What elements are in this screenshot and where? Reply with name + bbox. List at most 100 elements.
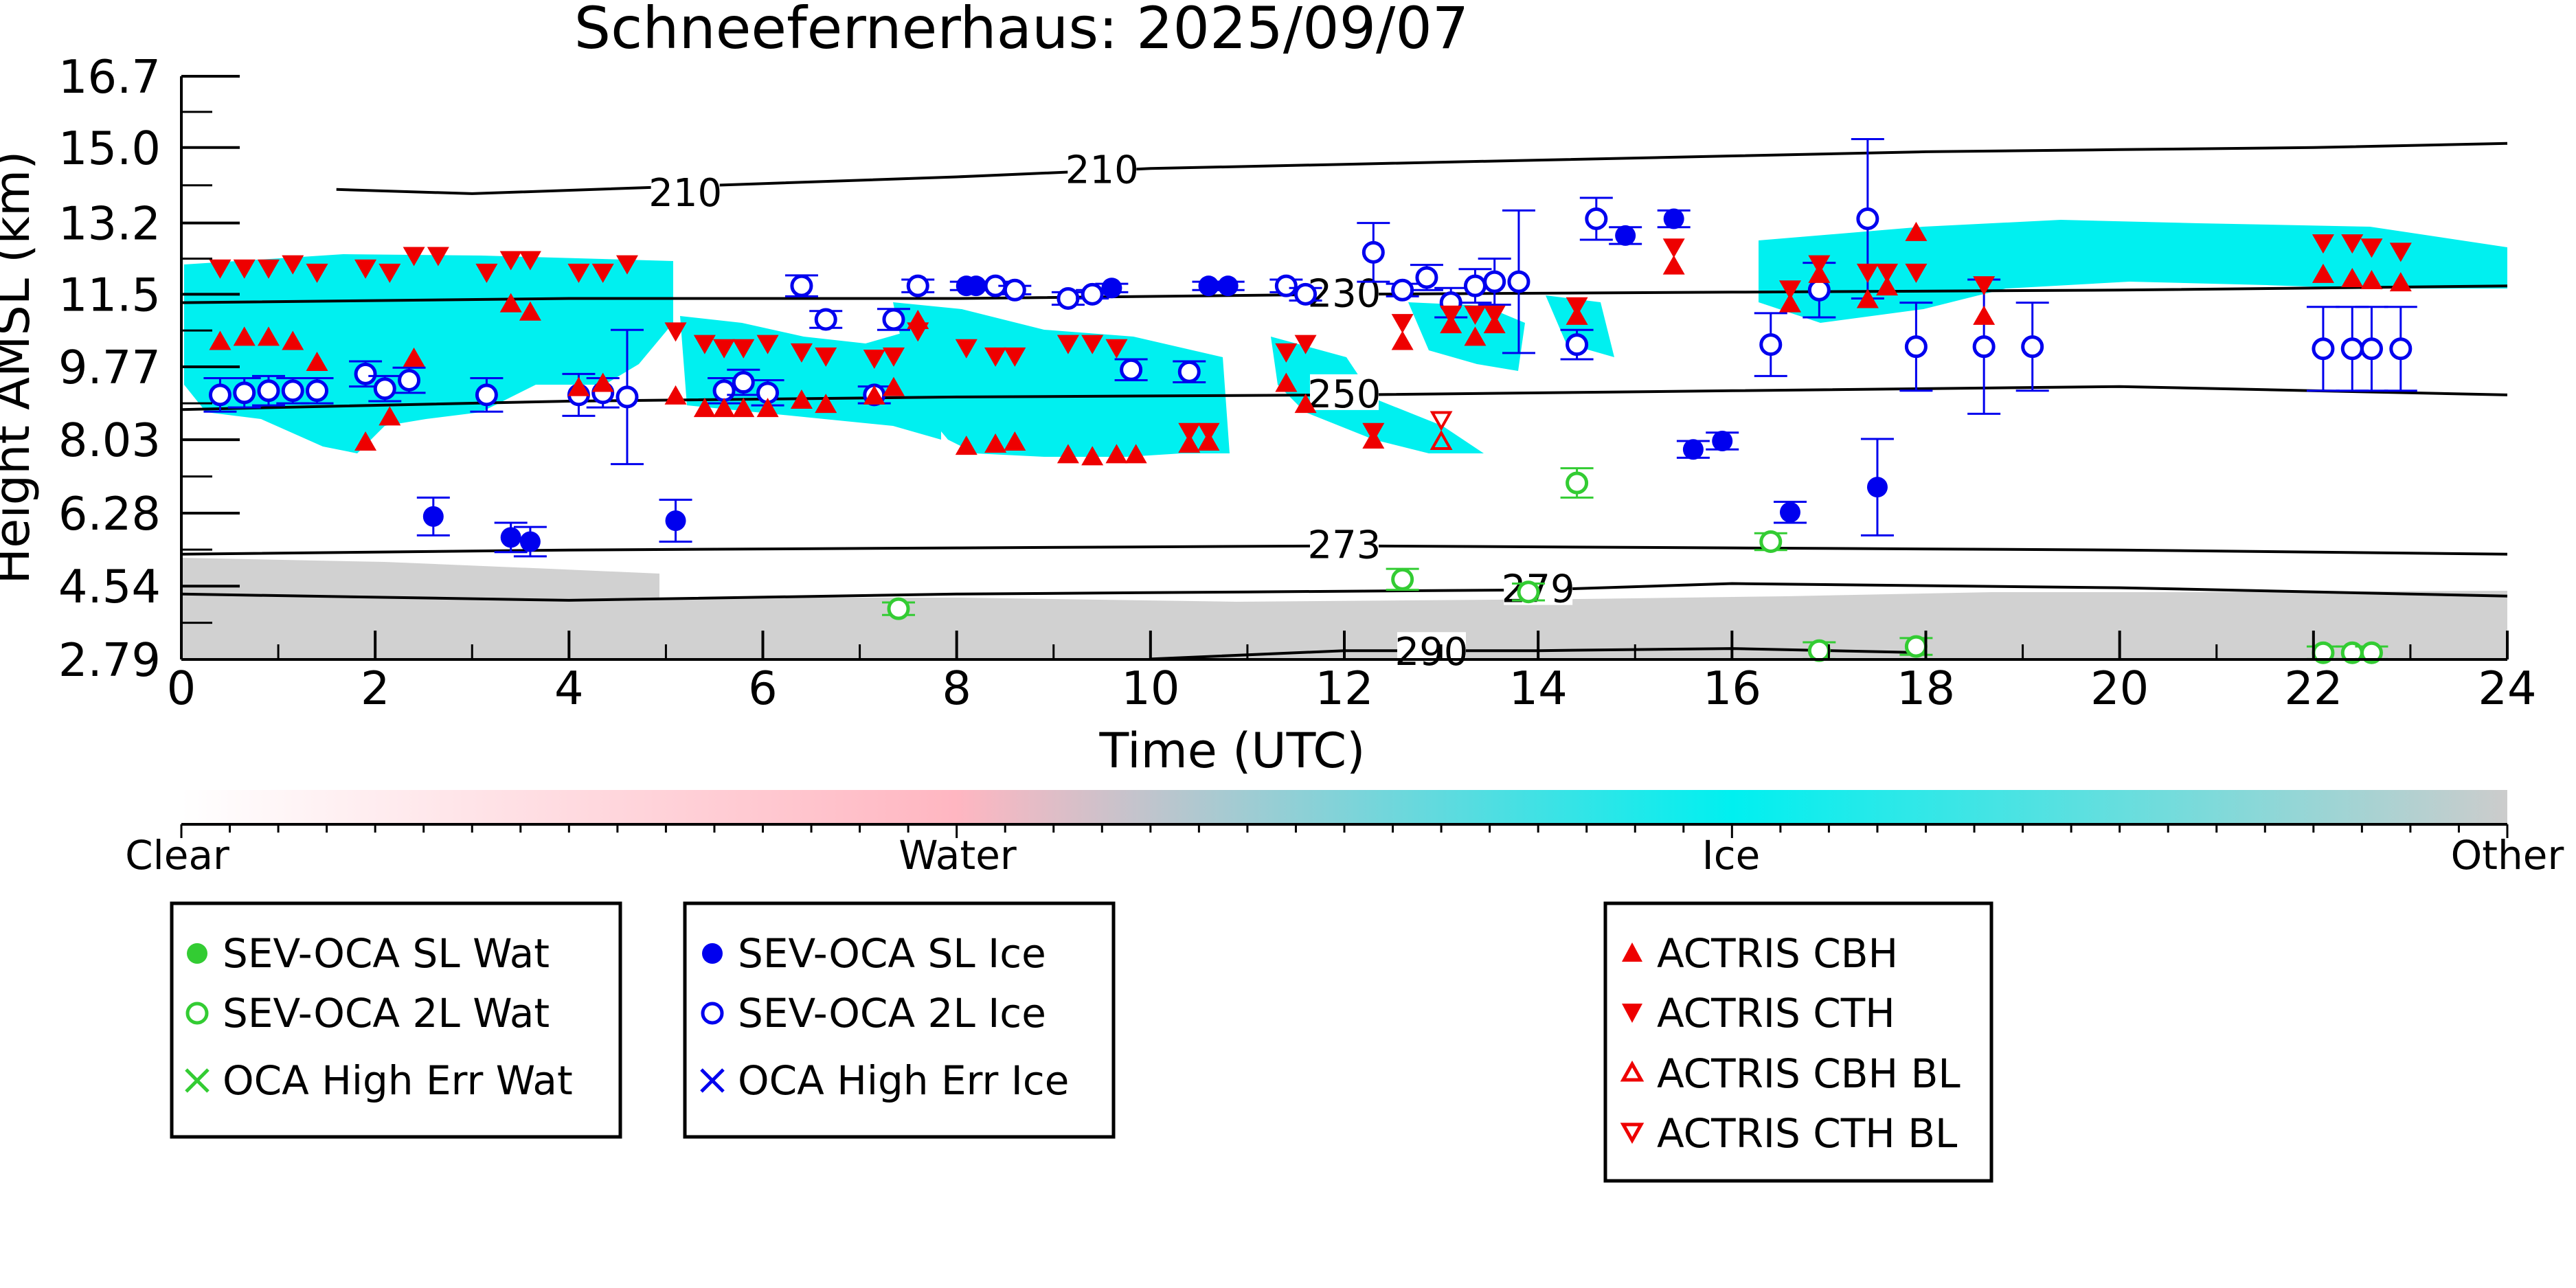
- legend-marker-cth: [1622, 1004, 1642, 1023]
- data-point: [306, 379, 329, 403]
- data-point: [1904, 335, 1928, 359]
- data-point: [499, 251, 522, 271]
- data-markers: [203, 138, 2417, 664]
- data-point: [1778, 293, 1801, 313]
- ice-cloud-region-4: [1271, 337, 1484, 453]
- data-point: [475, 263, 498, 283]
- data-point: [1105, 339, 1128, 359]
- data-point: [1294, 335, 1317, 354]
- data-point: [567, 263, 590, 283]
- legend-label: ACTRIS CBH: [1657, 930, 1898, 977]
- data-point: [1464, 305, 1487, 325]
- data-point: [1430, 429, 1453, 451]
- legend-label: ACTRIS CTH BL: [1657, 1110, 1957, 1157]
- x-tick-label: 16: [1703, 662, 1761, 715]
- data-point: [815, 394, 837, 414]
- x-tick-label: 18: [1897, 662, 1955, 715]
- data-point: [1391, 278, 1414, 302]
- ice-cloud-region-3: [893, 302, 1230, 457]
- x-tick-label: 10: [1121, 662, 1179, 715]
- data-point: [965, 275, 986, 297]
- legend-label: SEV-OCA 2L Wat: [223, 990, 550, 1037]
- data-point: [519, 251, 541, 271]
- y-tick-label: 11.5: [58, 268, 161, 321]
- data-point: [882, 308, 905, 331]
- data-point: [732, 371, 755, 394]
- x-tick-label: 0: [167, 662, 196, 715]
- data-point: [1125, 444, 1147, 464]
- data-point: [1778, 280, 1801, 300]
- legend-marker-sl-wat: [187, 943, 207, 964]
- data-point: [1566, 297, 1588, 317]
- data-point: [1662, 255, 1685, 275]
- x-tick-label: 8: [942, 662, 971, 715]
- data-point: [2389, 242, 2412, 262]
- data-point: [1463, 274, 1487, 297]
- data-point: [281, 379, 304, 403]
- data-point: [615, 255, 638, 275]
- data-point: [1856, 207, 1879, 231]
- data-point: [1105, 444, 1128, 464]
- legend-marker-2l-ice: [701, 1002, 724, 1025]
- contour-label: 273: [1308, 523, 1381, 568]
- data-point: [591, 372, 614, 392]
- legend-marker-2l-wat: [185, 1002, 209, 1025]
- y-tick-label: 13.2: [58, 197, 161, 251]
- data-point: [1856, 263, 1879, 283]
- x-tick-label: 4: [554, 662, 584, 715]
- chart-title: Schneefernerhaus: 2025/09/07: [574, 0, 1469, 62]
- data-point: [208, 383, 231, 407]
- data-point: [282, 255, 304, 275]
- contour-label: 290: [1395, 630, 1469, 675]
- data-point: [955, 436, 978, 455]
- data-point: [1120, 358, 1143, 381]
- data-point: [1904, 635, 1928, 658]
- data-point: [1779, 501, 1800, 523]
- data-point: [693, 335, 716, 354]
- colorbar-label-ice: Ice: [1702, 832, 1761, 879]
- data-point: [398, 369, 421, 392]
- data-point: [2389, 337, 2413, 361]
- data-point: [1391, 314, 1414, 334]
- data-point: [257, 326, 280, 346]
- data-point: [2341, 267, 2364, 287]
- y-tick-label: 16.7: [58, 50, 161, 104]
- data-point: [756, 335, 779, 354]
- data-point: [1362, 240, 1385, 264]
- data-point: [475, 383, 498, 407]
- legend-marker-cbh-bl: [1620, 1060, 1645, 1082]
- ice-cloud-region-1: [184, 254, 673, 453]
- legend-label: SEV-OCA 2L Ice: [738, 990, 1046, 1037]
- data-point: [209, 330, 231, 350]
- data-point: [2021, 335, 2044, 359]
- data-point: [1517, 580, 1540, 604]
- data-point: [2360, 641, 2383, 664]
- data-point: [790, 343, 813, 363]
- contour-line: [181, 582, 2508, 602]
- data-point: [1391, 567, 1414, 591]
- contour-label-bg: [1310, 374, 1379, 410]
- data-point: [1585, 207, 1608, 231]
- data-point: [1274, 274, 1298, 297]
- data-point: [2360, 238, 2383, 258]
- colorbar: [181, 790, 2507, 824]
- legend-box-ice: [683, 901, 1116, 1139]
- x-tick-label: 6: [748, 662, 778, 715]
- legend-marker-higherr-ice: [700, 1068, 725, 1093]
- data-point: [693, 398, 716, 418]
- legend-label: OCA High Err Ice: [738, 1057, 1069, 1104]
- data-point: [1866, 477, 1888, 498]
- colorbar-ticks: [180, 824, 2509, 838]
- data-point: [209, 259, 231, 279]
- data-point: [1507, 270, 1530, 293]
- data-point: [306, 263, 328, 283]
- data-point: [1973, 276, 1996, 296]
- data-point: [1483, 270, 1506, 293]
- data-point: [403, 347, 425, 367]
- contour-label: 250: [1308, 372, 1381, 417]
- data-point: [1217, 275, 1239, 297]
- x-tick-label: 20: [2090, 662, 2149, 715]
- data-point: [1972, 335, 1996, 359]
- data-point: [1197, 422, 1220, 442]
